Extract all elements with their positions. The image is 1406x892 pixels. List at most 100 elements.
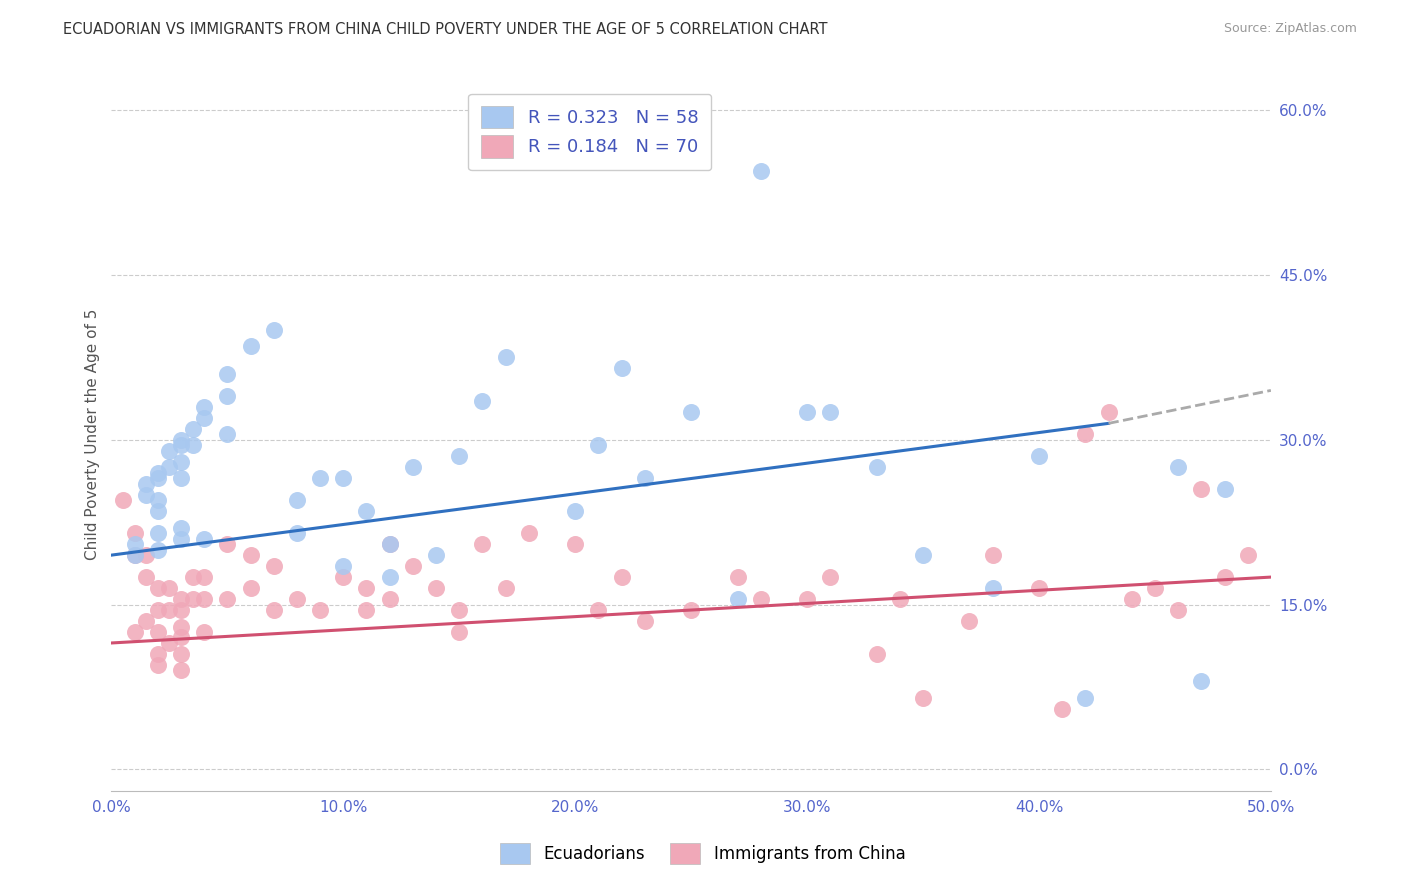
Point <box>634 614 657 628</box>
Point <box>1213 482 1236 496</box>
Point <box>170 438 193 452</box>
Point <box>170 433 193 447</box>
Point <box>146 471 169 485</box>
Point <box>193 532 215 546</box>
Point <box>124 548 146 562</box>
Point <box>610 570 633 584</box>
Point <box>170 647 193 661</box>
Point <box>285 592 308 607</box>
Point <box>124 625 146 640</box>
Point <box>263 559 285 574</box>
Point <box>957 614 980 628</box>
Point <box>820 570 842 584</box>
Point <box>1143 581 1166 595</box>
Point <box>749 592 772 607</box>
Point <box>1167 460 1189 475</box>
Point <box>193 625 215 640</box>
Point <box>610 361 633 376</box>
Legend: Ecuadorians, Immigrants from China: Ecuadorians, Immigrants from China <box>494 837 912 871</box>
Point <box>193 592 215 607</box>
Point <box>124 537 146 551</box>
Point <box>146 625 169 640</box>
Point <box>1167 603 1189 617</box>
Point <box>181 438 204 452</box>
Point <box>634 471 657 485</box>
Point <box>1189 482 1212 496</box>
Point <box>146 466 169 480</box>
Point <box>820 405 842 419</box>
Point <box>449 450 471 464</box>
Point <box>425 548 447 562</box>
Point <box>217 537 239 551</box>
Legend: R = 0.323   N = 58, R = 0.184   N = 70: R = 0.323 N = 58, R = 0.184 N = 70 <box>468 94 711 170</box>
Point <box>146 603 169 617</box>
Point <box>866 647 889 661</box>
Point <box>332 559 354 574</box>
Point <box>263 323 285 337</box>
Point <box>981 581 1004 595</box>
Point <box>181 570 204 584</box>
Point <box>681 405 703 419</box>
Point <box>181 592 204 607</box>
Point <box>471 394 494 409</box>
Point <box>588 438 610 452</box>
Point <box>727 570 749 584</box>
Point <box>146 504 169 518</box>
Text: Source: ZipAtlas.com: Source: ZipAtlas.com <box>1223 22 1357 36</box>
Point <box>378 570 401 584</box>
Point <box>170 455 193 469</box>
Point <box>1213 570 1236 584</box>
Point <box>1097 405 1119 419</box>
Point <box>1028 450 1050 464</box>
Point <box>356 603 378 617</box>
Point <box>309 603 332 617</box>
Point <box>285 493 308 508</box>
Point <box>796 592 818 607</box>
Point <box>146 657 169 672</box>
Point <box>157 443 180 458</box>
Point <box>135 570 157 584</box>
Point <box>146 542 169 557</box>
Point <box>1074 690 1097 705</box>
Point <box>912 548 935 562</box>
Point <box>449 603 471 617</box>
Point <box>402 559 425 574</box>
Point <box>727 592 749 607</box>
Point <box>1028 581 1050 595</box>
Point <box>866 460 889 475</box>
Point <box>263 603 285 617</box>
Point <box>157 636 180 650</box>
Point <box>170 471 193 485</box>
Point <box>217 592 239 607</box>
Text: ECUADORIAN VS IMMIGRANTS FROM CHINA CHILD POVERTY UNDER THE AGE OF 5 CORRELATION: ECUADORIAN VS IMMIGRANTS FROM CHINA CHIL… <box>63 22 828 37</box>
Point <box>170 532 193 546</box>
Point <box>157 460 180 475</box>
Point <box>749 163 772 178</box>
Point <box>681 603 703 617</box>
Point <box>135 476 157 491</box>
Point <box>471 537 494 551</box>
Point <box>1050 702 1073 716</box>
Point <box>796 405 818 419</box>
Point <box>239 339 262 353</box>
Point <box>217 389 239 403</box>
Point <box>124 526 146 541</box>
Point <box>193 400 215 414</box>
Point <box>495 581 517 595</box>
Point <box>111 493 134 508</box>
Point <box>285 526 308 541</box>
Point <box>193 570 215 584</box>
Point <box>378 537 401 551</box>
Point <box>146 526 169 541</box>
Point <box>170 619 193 633</box>
Point <box>425 581 447 595</box>
Point <box>309 471 332 485</box>
Point <box>378 592 401 607</box>
Point <box>146 581 169 595</box>
Point <box>217 367 239 381</box>
Point <box>495 351 517 365</box>
Point <box>1236 548 1258 562</box>
Point <box>1121 592 1143 607</box>
Point <box>588 603 610 617</box>
Point <box>889 592 911 607</box>
